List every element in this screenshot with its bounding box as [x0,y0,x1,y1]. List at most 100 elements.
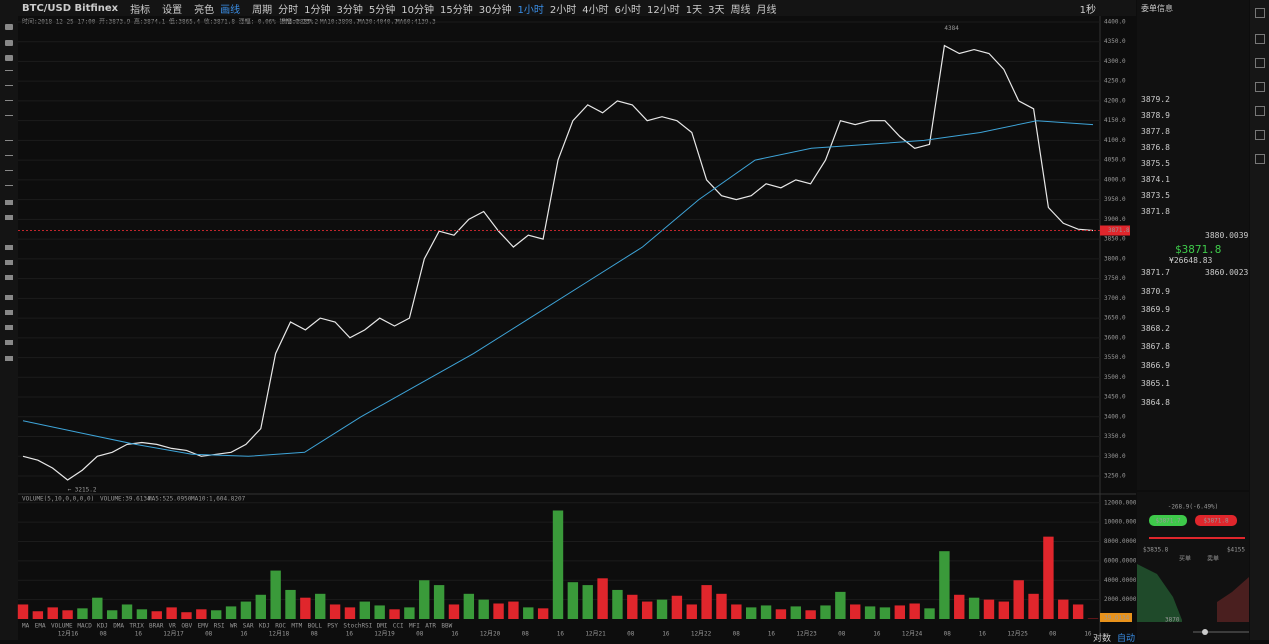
volume-bar [553,511,563,620]
volume-bar [48,607,58,619]
bid-price: 3867.8 [1141,342,1170,351]
volume-bar [33,611,43,619]
x-tick-label: 16 [557,631,565,638]
x-tick-label: 16 [979,631,987,638]
x-tick-label: 16 [1084,631,1092,638]
ask-price: 3873.5 [1141,191,1170,200]
bid-area [1137,564,1182,622]
legend-buy: 买单 [1179,555,1191,563]
volume-bar [211,610,221,619]
side-icon[interactable] [1255,130,1265,140]
volume-bar [62,610,72,619]
ask-area [1217,577,1249,622]
volume-bar [791,606,801,619]
volume-info: VOLUME(5,10,0,0,0,0) [22,496,94,503]
x-tick-label: 16 [768,631,776,638]
log-toggle[interactable]: 对数 [1093,631,1111,644]
side-icon[interactable] [1255,58,1265,68]
x-tick-label: 16 [240,631,248,638]
volume-bar [612,590,622,619]
volume-bar [1028,594,1038,619]
chart: 时间:2018-12-25 17:00 开:3873.9 高:3874.1 低:… [0,0,1136,640]
volume-last-label: 39.6134 [1104,615,1130,622]
volume-bar [880,607,890,619]
volume-bar [1043,537,1053,619]
volume-bar [642,602,652,619]
min-label: ← 3215.2 [68,486,97,493]
x-tick-label: 08 [311,631,319,638]
volume-bar [360,602,370,619]
x-tick-label: 08 [416,631,424,638]
volume-bar [77,608,87,619]
max-label: 4384 [944,25,959,32]
volume-bar [464,594,474,619]
indicator-tab: KDJ [259,623,270,630]
side-icon[interactable] [1255,154,1265,164]
volume-bar [122,604,132,619]
volume-bar [1073,604,1083,619]
y-tick-label: 3600.0 [1104,334,1126,341]
ask: $3871.8 [1203,518,1229,525]
y-tick-label: 3900.0 [1104,216,1126,223]
y-tick-label: 4100.0 [1104,137,1126,144]
x-tick-label: 08 [1049,631,1057,638]
volume-bar [597,578,607,619]
ask-price: 3876.8 [1141,143,1170,152]
depth-panel: -268.9(-6.49%)$3871.7$3871.8$3835.8$4155… [1137,492,1249,640]
volume-bar [672,596,682,619]
side-icon[interactable] [1255,106,1265,116]
depth-chart: -268.9(-6.49%)$3871.7$3871.8$3835.8$4155… [1137,492,1249,640]
ask-total: 3880.0039 [1205,231,1248,240]
indicator-tab: VOLUME [51,623,73,630]
y-tick-label: 3650.0 [1104,315,1126,322]
side-icon[interactable] [1255,82,1265,92]
volume-bar [969,598,979,619]
volume-bar [657,600,667,619]
x-tick-label: 12月22 [691,631,712,638]
side-icon[interactable] [1255,8,1265,18]
indicator-tab: ROC [275,623,286,630]
depth-axis: 3870 [1165,617,1180,624]
volume-bar [389,609,399,619]
indicator-tab: MTM [291,623,302,630]
ask-price: 3877.8 [1141,127,1170,136]
side-icon[interactable] [1255,34,1265,44]
ask-price: 3874.1 [1141,175,1170,184]
bid-price: 3864.8 [1141,398,1170,407]
y-tick-label: 3550.0 [1104,354,1126,361]
y-tick-label: 8000.0000 [1104,538,1136,545]
volume-bar [746,607,756,619]
volume-bar [18,604,28,619]
volume-bar [776,609,786,619]
volume-bar [196,609,206,619]
volume-bar [538,608,548,619]
x-tick-label: 08 [100,631,108,638]
x-tick-label: 12月16 [58,631,79,638]
volume-bar [820,605,830,619]
x-tick-label: 12月25 [1007,631,1028,638]
x-tick-label: 16 [662,631,670,638]
ask-price: 3879.2 [1141,95,1170,104]
volume-bar [152,611,162,619]
volume-bar [850,604,860,619]
volume-bar [285,590,295,619]
volume-info: VOLUME:39.6134 [100,496,151,503]
volume-bar [999,602,1009,619]
y-tick-label: 3450.0 [1104,394,1126,401]
x-tick-label: 12月21 [585,631,606,638]
volume-bar [107,610,117,619]
volume-bar [478,600,488,619]
indicator-tab: VR [169,623,177,630]
volume-bar [374,605,384,619]
volume-bar [895,605,905,619]
volume-bar [270,571,280,619]
x-tick-label: 08 [733,631,741,638]
volume-bar [805,610,815,619]
y-tick-label: 3500.0 [1104,374,1126,381]
x-tick-label: 12月18 [269,631,290,638]
y-tick-label: 3700.0 [1104,295,1126,302]
volume-bar [181,612,191,619]
slider-knob [1202,629,1208,635]
y-tick-label: 4050.0 [1104,157,1126,164]
auto-toggle[interactable]: 自动 [1117,631,1135,644]
